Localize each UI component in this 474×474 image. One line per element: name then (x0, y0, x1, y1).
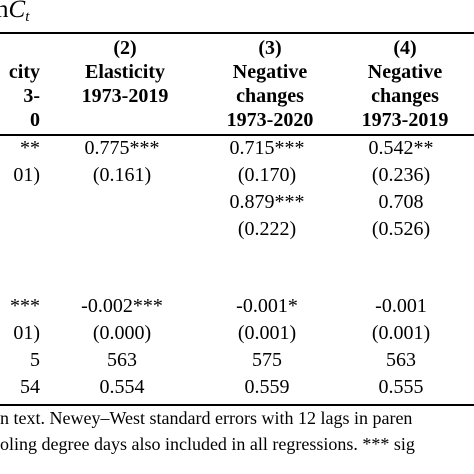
column-2-header: (2) Elasticity 1973-2019 (65, 36, 185, 108)
column-4-header: (4) Negative changes 1973-2019 (345, 36, 465, 132)
column-4-header-line: changes (371, 85, 439, 107)
bottom-rule (0, 404, 474, 406)
table-cell: 0.542** (368, 137, 434, 159)
column-1-header: city 3- 0 (9, 36, 40, 132)
column-3-header-line: changes (236, 85, 304, 107)
column-1-header-line: 3- (23, 85, 40, 107)
table-cell: *** (10, 295, 40, 317)
title-prefix: n (0, 0, 9, 23)
column-2-number: (2) (113, 37, 137, 59)
table-cell: (0.526) (371, 218, 431, 240)
column-3-header-line: Negative (232, 61, 308, 83)
table-note: n text. Newey–West standard errors with … (0, 408, 413, 428)
table-cell: (0.222) (237, 218, 297, 240)
column-4-header-line: 1973-2019 (361, 109, 449, 131)
table-cell: (0.170) (237, 164, 297, 186)
table-cell: 563 (107, 349, 137, 371)
header-rule (0, 134, 474, 136)
table-cell: 54 (20, 376, 40, 398)
column-2-header-line: Elasticity (85, 61, 165, 83)
column-1-header-line: 0 (30, 109, 40, 131)
table-cell: (0.001) (237, 322, 297, 344)
table-cell: 5 (30, 349, 40, 371)
column-3-header: (3) Negative changes 1973-2020 (210, 36, 330, 132)
table-cell: 01) (13, 164, 40, 186)
table-cell: (0.236) (371, 164, 431, 186)
table-cell: -0.002*** (81, 295, 163, 317)
table-cell: ** (20, 137, 40, 159)
table-cell: 0.879*** (229, 191, 305, 213)
column-3-header-line: 1973-2020 (226, 109, 314, 131)
table-cell: 563 (386, 349, 416, 371)
column-1-header-line: city (8, 61, 40, 83)
table-cell: 0.555 (378, 376, 424, 398)
column-3-number: (3) (258, 37, 282, 59)
table-cell: 0.554 (99, 376, 145, 398)
table-cell: 0.708 (378, 191, 424, 213)
top-rule (0, 32, 474, 34)
table-cell: 0.715*** (229, 137, 305, 159)
title-subscript: t (25, 9, 30, 25)
table-title: nCt (0, 0, 29, 26)
table-note: oling degree days also included in all r… (0, 434, 415, 454)
column-4-number: (4) (393, 37, 417, 59)
table-cell: 575 (252, 349, 282, 371)
table-cell: (0.000) (92, 322, 152, 344)
table-cell: -0.001 (375, 295, 427, 317)
table-cell: 01) (13, 322, 40, 344)
table-cell: 0.559 (244, 376, 290, 398)
table-cell: (0.161) (92, 164, 152, 186)
column-4-header-line: Negative (367, 61, 443, 83)
table-cell: -0.001* (236, 295, 298, 317)
table-cell: 0.775*** (84, 137, 160, 159)
title-variable: C (8, 0, 26, 23)
column-2-header-line: 1973-2019 (81, 85, 169, 107)
table-cell: (0.001) (371, 322, 431, 344)
